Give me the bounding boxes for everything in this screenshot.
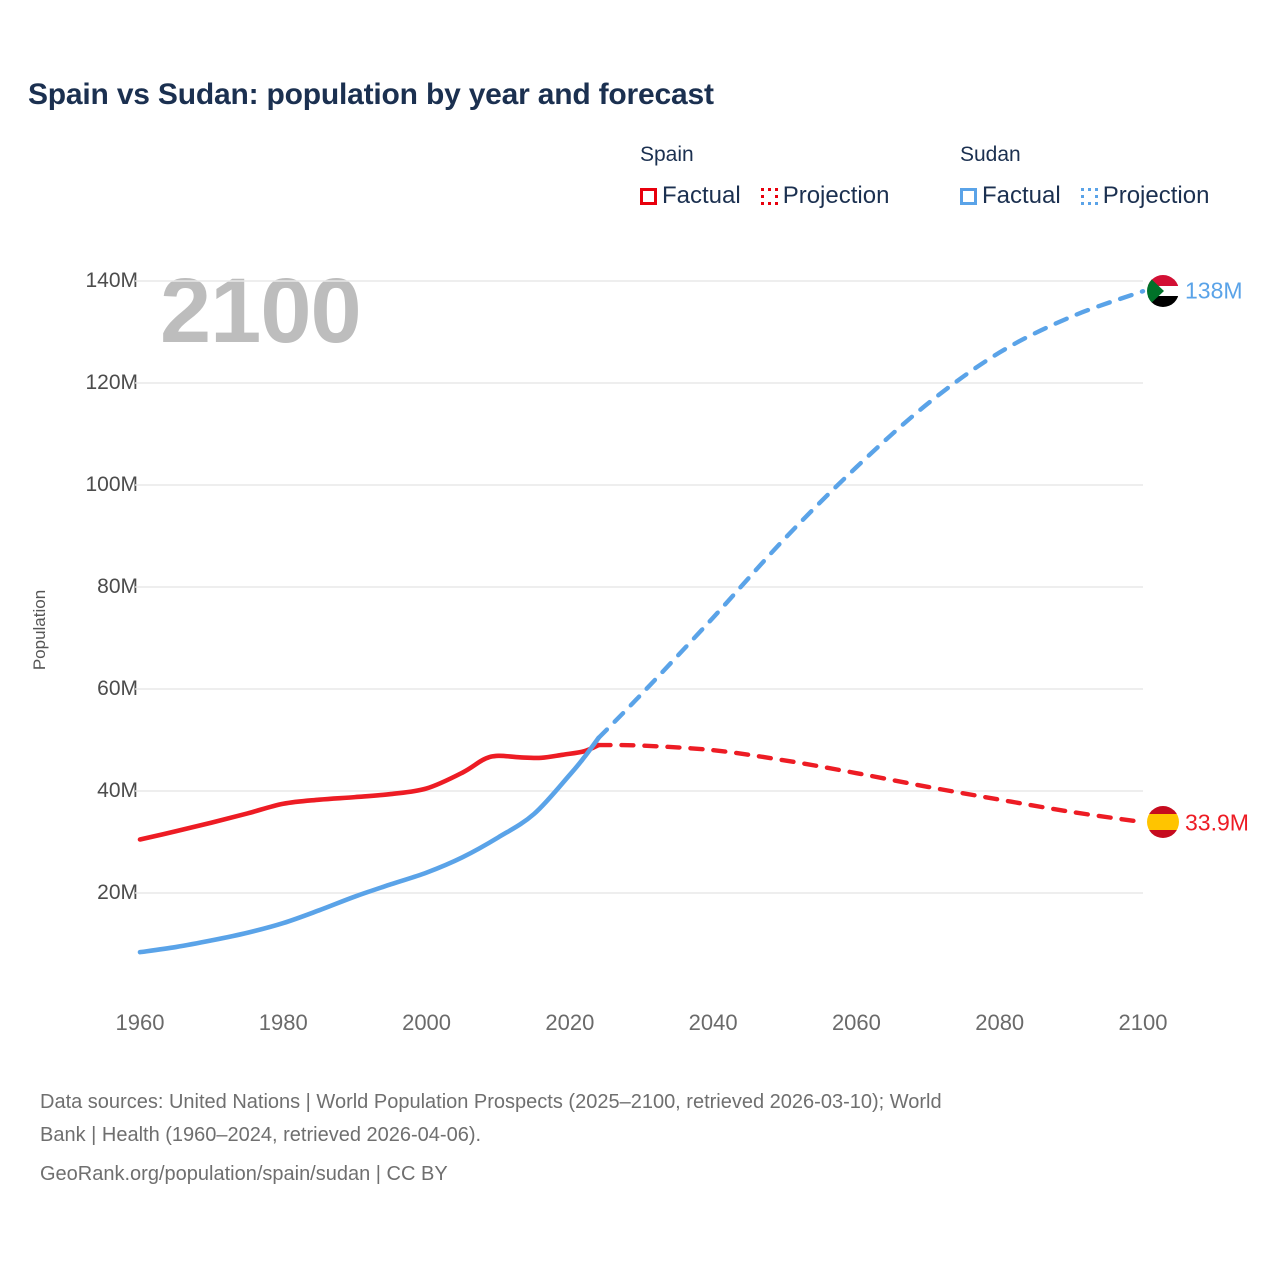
y-axis-ticks: 20M 40M 60M 80M 100M 120M 140M bbox=[28, 0, 138, 1280]
legend-label-spain-projection: Projection bbox=[782, 182, 890, 209]
y-axis-tick-label: 20M bbox=[97, 881, 138, 904]
chart-footer: Data sources: United Nations | World Pop… bbox=[40, 1086, 1240, 1191]
line-spain-factual bbox=[137, 742, 601, 842]
spain-flag-icon bbox=[1147, 806, 1179, 839]
legend-swatch-dotted-red-icon bbox=[760, 187, 778, 205]
legend-label-sudan-projection: Projection bbox=[1102, 182, 1210, 209]
legend-group-sudan: Sudan Factual Projection bbox=[960, 142, 1229, 210]
x-axis-tick-label: 1960 bbox=[115, 1010, 165, 1035]
legend-swatch-solid-red-icon bbox=[640, 187, 657, 205]
y-axis-tick-label: 140M bbox=[85, 269, 138, 292]
x-axis-tick-label: 2060 bbox=[831, 1010, 881, 1035]
x-axis-tick-label: 2040 bbox=[688, 1010, 738, 1035]
x-axis-tick-label: 2100 bbox=[1118, 1010, 1168, 1035]
legend-group-spain: Spain Factual Projection bbox=[640, 142, 909, 210]
line-sudan-projection bbox=[596, 289, 1146, 741]
chart-legend: Spain Factual Projection Sudan Factual bbox=[640, 142, 1260, 222]
x-axis-tick-label: 2020 bbox=[545, 1010, 595, 1035]
y-axis-tick-label: 80M bbox=[97, 575, 138, 598]
legend-item-spain-factual[interactable]: Factual bbox=[640, 182, 741, 210]
endpoint-label-sudan: 138M bbox=[1185, 277, 1243, 304]
legend-country-spain: Spain bbox=[640, 143, 694, 166]
y-axis-tick-label: 40M bbox=[97, 779, 138, 802]
legend-swatch-dotted-blue-icon bbox=[1080, 187, 1098, 205]
x-axis-tick-label: 2000 bbox=[402, 1010, 452, 1035]
legend-item-sudan-projection[interactable]: Projection bbox=[1080, 182, 1210, 210]
x-axis-tick-label: 2080 bbox=[975, 1010, 1025, 1035]
endpoint-label-spain: 33.9M bbox=[1185, 809, 1249, 836]
legend-country-sudan: Sudan bbox=[960, 143, 1021, 166]
footer-line-3[interactable]: GeoRank.org/population/spain/sudan | CC … bbox=[40, 1163, 448, 1185]
y-axis-tick-label: 60M bbox=[97, 677, 138, 700]
y-axis-tick-label: 100M bbox=[85, 473, 138, 496]
chart-title: Spain vs Sudan: population by year and f… bbox=[28, 78, 714, 111]
line-spain-projection bbox=[596, 742, 1146, 825]
legend-label-spain-factual: Factual bbox=[662, 182, 741, 209]
legend-swatch-solid-blue-icon bbox=[960, 187, 977, 205]
x-axis-tick-label: 1980 bbox=[258, 1010, 308, 1035]
y-axis-tick-label: 120M bbox=[85, 371, 138, 394]
footer-line-1: Data sources: United Nations | World Pop… bbox=[40, 1091, 942, 1113]
sudan-flag-icon bbox=[1147, 275, 1179, 308]
legend-item-spain-projection[interactable]: Projection bbox=[760, 182, 890, 210]
footer-line-2: Bank | Health (1960–2024, retrieved 2026… bbox=[40, 1124, 482, 1146]
legend-label-sudan-factual: Factual bbox=[982, 182, 1061, 209]
legend-item-sudan-factual[interactable]: Factual bbox=[960, 182, 1061, 210]
line-sudan-factual bbox=[137, 735, 601, 955]
